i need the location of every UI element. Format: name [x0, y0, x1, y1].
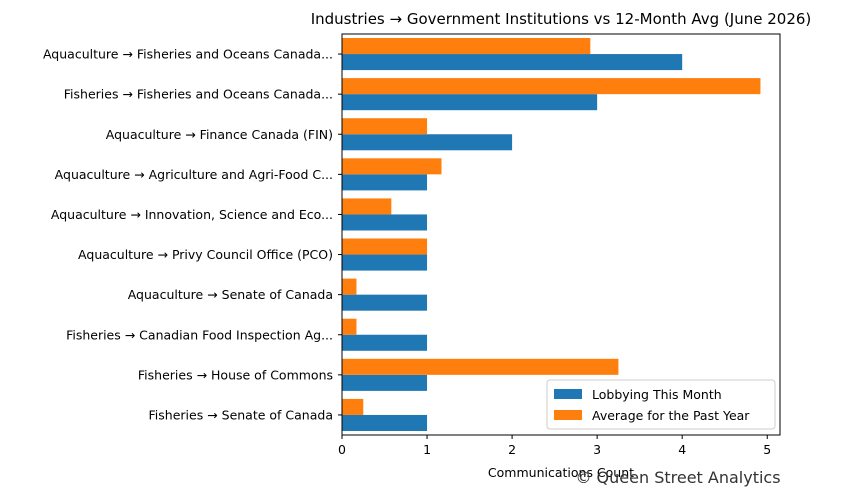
- x-tick-label: 1: [423, 442, 431, 457]
- y-tick-label: Aquaculture → Senate of Canada: [128, 287, 333, 302]
- bar-past-year-average: [342, 198, 392, 215]
- x-tick-label: 3: [593, 442, 601, 457]
- chart-title: Industries → Government Institutions vs …: [311, 10, 812, 28]
- bar-past-year-average: [342, 358, 619, 375]
- legend-swatch: [554, 410, 582, 420]
- y-tick-label: Fisheries → Canadian Food Inspection Ag.…: [66, 327, 333, 342]
- bar-this-month: [342, 214, 428, 231]
- y-tick-label: Fisheries → Senate of Canada: [149, 407, 333, 422]
- y-tick-label: Aquaculture → Agriculture and Agri-Food …: [55, 167, 333, 182]
- x-tick-label: 0: [338, 442, 346, 457]
- bar-this-month: [342, 174, 428, 191]
- bar-this-month: [342, 334, 428, 351]
- bar-this-month: [342, 294, 428, 311]
- legend-label: Average for the Past Year: [592, 408, 750, 423]
- bar-this-month: [342, 94, 598, 111]
- x-tick-label: 5: [763, 442, 771, 457]
- bars-layer: [342, 38, 761, 431]
- x-axis-label: Communications Count: [488, 465, 634, 480]
- y-tick-label: Fisheries → Fisheries and Oceans Canada.…: [64, 87, 333, 102]
- x-tick-label: 4: [678, 442, 686, 457]
- bar-past-year-average: [342, 38, 591, 55]
- bar-past-year-average: [342, 318, 357, 335]
- bar-past-year-average: [342, 158, 442, 175]
- x-axis: 0 1 2 3 4 5: [338, 435, 771, 457]
- x-tick-label: 2: [508, 442, 516, 457]
- y-tick-label: Aquaculture → Privy Council Office (PCO): [78, 247, 333, 262]
- legend-label: Lobbying This Month: [592, 387, 722, 402]
- legend-swatch: [554, 389, 582, 399]
- y-axis: Aquaculture → Fisheries and Oceans Canad…: [43, 47, 342, 422]
- y-tick-label: Fisheries → House of Commons: [138, 367, 333, 382]
- legend: Lobbying This Month Average for the Past …: [546, 379, 776, 430]
- bar-this-month: [342, 54, 683, 71]
- y-tick-label: Aquaculture → Fisheries and Oceans Canad…: [43, 47, 333, 62]
- plot-area-frame: [341, 33, 781, 436]
- bar-this-month: [342, 254, 428, 271]
- watermark: © Queen Street Analytics: [575, 468, 780, 487]
- bar-this-month: [342, 414, 428, 431]
- y-tick-label: Aquaculture → Innovation, Science and Ec…: [51, 207, 333, 222]
- bar-this-month: [342, 374, 428, 391]
- bar-this-month: [342, 134, 513, 151]
- bar-past-year-average: [342, 238, 428, 255]
- legend-frame: [546, 379, 776, 430]
- y-tick-label: Aquaculture → Finance Canada (FIN): [106, 127, 333, 142]
- bar-past-year-average: [342, 78, 761, 95]
- bar-past-year-average: [342, 398, 364, 415]
- bar-past-year-average: [342, 278, 357, 295]
- bar-past-year-average: [342, 118, 428, 135]
